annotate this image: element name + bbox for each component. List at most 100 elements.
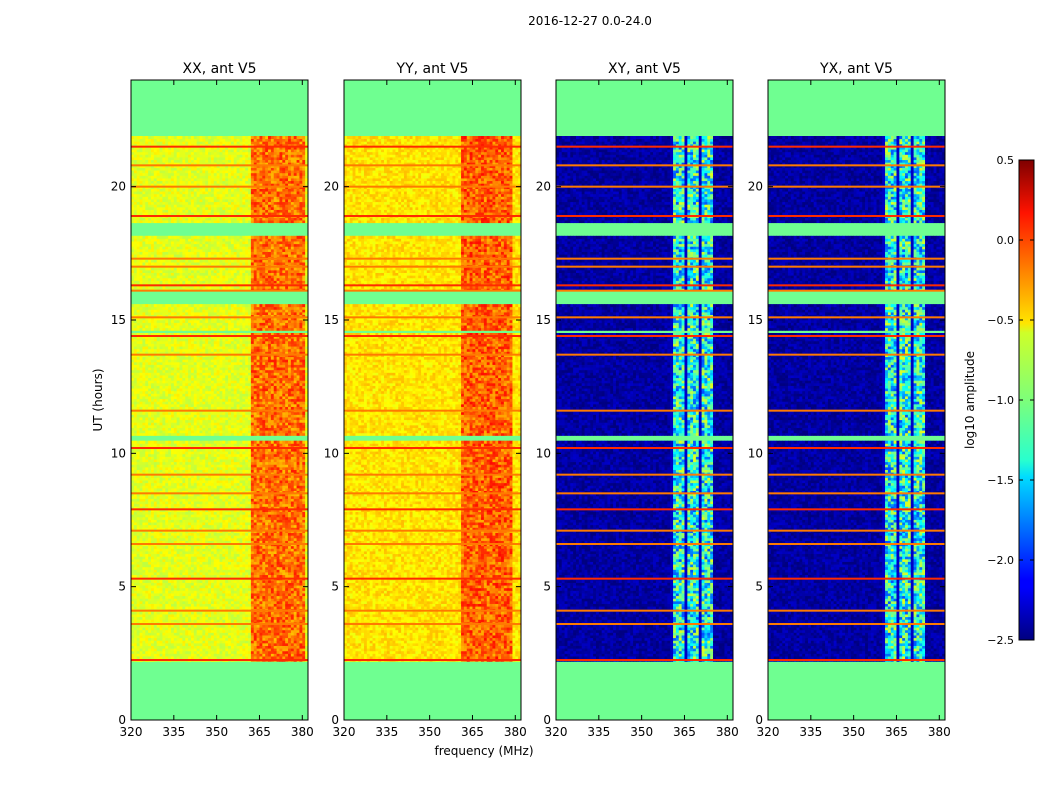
x-tick-label: 365 [461, 725, 484, 739]
y-tick-label: 5 [543, 580, 551, 594]
flag-line [131, 265, 308, 268]
flag-line [131, 447, 308, 449]
y-tick-label: 20 [536, 180, 551, 194]
flag-line [344, 529, 521, 532]
flag-line [131, 316, 308, 319]
colorbar-tick-label: −2.0 [987, 554, 1014, 567]
flag-line [131, 508, 308, 511]
heatmap-cells [131, 80, 308, 720]
figure-suptitle: 2016-12-27 0.0-24.0 [0, 14, 1050, 28]
x-tick-label: 380 [291, 725, 314, 739]
flag-line [344, 623, 521, 625]
flag-line [131, 257, 308, 260]
y-tick-label: 20 [111, 180, 126, 194]
flag-line [556, 659, 733, 661]
flag-line [768, 609, 945, 612]
flag-line [344, 353, 521, 356]
flag-line [131, 215, 308, 217]
y-tick-label: 10 [748, 446, 763, 460]
panel-title: XY, ant V5 [608, 61, 681, 77]
flag-line [131, 409, 308, 412]
x-tick-label: 320 [545, 725, 568, 739]
flag-line [344, 609, 521, 612]
flag-line [768, 543, 945, 545]
x-tick-label: 380 [928, 725, 951, 739]
flag-line [344, 508, 521, 511]
flag-line [131, 529, 308, 532]
flag-line [131, 353, 308, 356]
flag-line [768, 529, 945, 532]
flag-line [131, 659, 308, 661]
heatmap-cells [768, 80, 945, 720]
y-tick-label: 15 [111, 313, 126, 327]
flag-line [768, 659, 945, 661]
flag-line [344, 257, 521, 260]
y-tick-label: 10 [536, 446, 551, 460]
panel-3 [555, 79, 734, 721]
x-tick-label: 350 [418, 725, 441, 739]
flag-line [556, 265, 733, 268]
labels-layer: XX, ant V5 320 335 350 365 380 0 5 10 15 20 YY, ant… [91, 61, 951, 758]
panel-title: YY, ant V5 [396, 61, 469, 77]
x-tick-label: 365 [673, 725, 696, 739]
colorbar-gradient [1019, 160, 1034, 640]
flag-line [556, 529, 733, 532]
flag-line [556, 335, 733, 337]
x-tick-label: 335 [587, 725, 610, 739]
y-tick-label: 5 [331, 580, 339, 594]
y-tick-label: 15 [536, 313, 551, 327]
flag-line [556, 185, 733, 188]
flag-line [344, 335, 521, 337]
x-tick-label: 365 [248, 725, 271, 739]
flag-line [131, 284, 308, 287]
x-tick-label: 350 [842, 725, 865, 739]
y-tick-label: 10 [111, 446, 126, 460]
panel-frame [130, 79, 309, 721]
flag-line [344, 284, 521, 287]
flag-line [768, 623, 945, 625]
panel-1 [130, 79, 309, 721]
flag-line [768, 164, 945, 167]
flag-line [556, 492, 733, 495]
flag-line [768, 473, 945, 476]
flag-line [344, 289, 521, 292]
x-tick-label: 335 [375, 725, 398, 739]
flag-line [344, 543, 521, 545]
flag-line [768, 335, 945, 337]
flag-line [344, 145, 521, 148]
flag-line [556, 289, 733, 292]
flag-line [556, 508, 733, 511]
flag-line [768, 289, 945, 292]
panel-4 [767, 79, 946, 721]
flag-line [556, 623, 733, 625]
flag-line [556, 447, 733, 449]
heatmap-cells [344, 80, 521, 720]
flag-line [768, 492, 945, 495]
flag-line [768, 215, 945, 217]
flag-line [768, 577, 945, 580]
flag-line [556, 257, 733, 260]
x-tick-label: 335 [162, 725, 185, 739]
flag-line [556, 164, 733, 167]
flag-line [344, 215, 521, 217]
flag-line [344, 659, 521, 661]
panels-layer [130, 79, 946, 721]
flag-line [768, 409, 945, 412]
flag-line [344, 577, 521, 580]
flag-line [556, 473, 733, 476]
flag-line [344, 164, 521, 167]
flag-line [344, 492, 521, 495]
x-tick-label: 380 [504, 725, 527, 739]
flag-line [344, 409, 521, 412]
heatmap-cells [556, 80, 733, 720]
x-tick-label: 365 [885, 725, 908, 739]
colorbar-tick-label: −2.5 [987, 634, 1014, 647]
x-tick-label: 335 [799, 725, 822, 739]
panel-2 [343, 79, 522, 721]
flag-line [131, 623, 308, 625]
y-tick-label: 0 [331, 713, 339, 727]
colorbar-tick-label: −0.5 [987, 314, 1014, 327]
flag-line [344, 316, 521, 319]
panel-frame [767, 79, 946, 721]
flag-line [131, 609, 308, 612]
